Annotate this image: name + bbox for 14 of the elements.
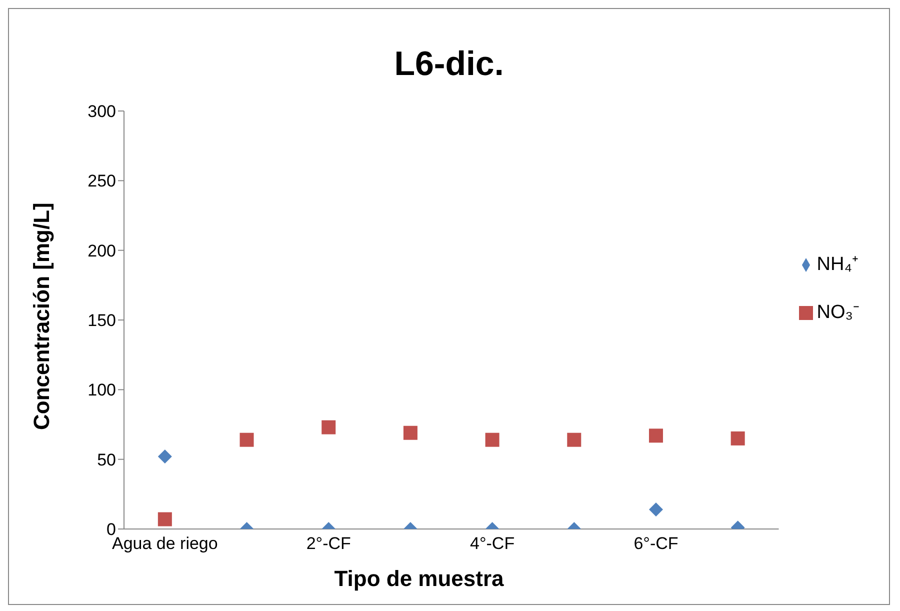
y-tick-label: 300 bbox=[88, 102, 116, 122]
chart-title: L6-dic. bbox=[393, 45, 505, 84]
x-tick-label: 4°-CF bbox=[470, 534, 515, 554]
x-tick-label: 2°-CF bbox=[306, 534, 351, 554]
y-tick-label: 250 bbox=[88, 172, 116, 191]
y-tick-label: 150 bbox=[88, 311, 116, 330]
y-tick-label: 100 bbox=[88, 380, 116, 400]
x-tick-label: 6°-CF bbox=[634, 534, 678, 554]
legend-label: NO₃⁻ bbox=[816, 302, 859, 323]
y-tick-label: 50 bbox=[97, 450, 116, 470]
x-axis-title: Tipo de muestra bbox=[333, 566, 505, 592]
legend-label: NH₄⁺ bbox=[816, 254, 858, 275]
y-tick-label: 200 bbox=[88, 241, 116, 260]
y-axis-title: Concentración [mg/L] bbox=[28, 202, 54, 430]
